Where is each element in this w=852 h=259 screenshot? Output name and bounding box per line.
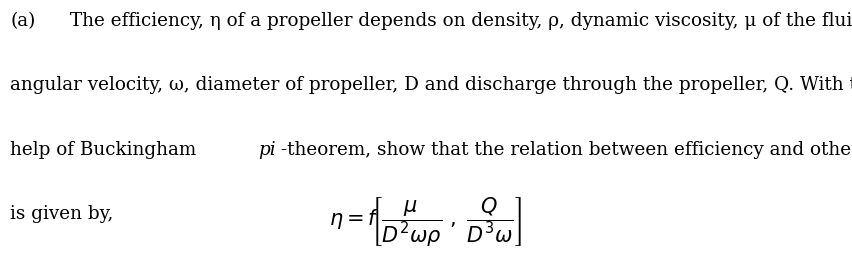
Text: is given by,: is given by,	[10, 205, 113, 222]
Text: angular velocity, ω, diameter of propeller, D and discharge through the propelle: angular velocity, ω, diameter of propell…	[10, 76, 852, 94]
Text: pi: pi	[258, 141, 276, 159]
Text: -theorem, show that the relation between efficiency and other variables: -theorem, show that the relation between…	[281, 141, 852, 159]
Text: $\eta = f\!\left[\dfrac{\mu}{D^2\omega\rho}\ ,\ \dfrac{Q}{D^3\omega}\right]$: $\eta = f\!\left[\dfrac{\mu}{D^2\omega\r…	[330, 196, 522, 249]
Text: help of Buckingham: help of Buckingham	[10, 141, 202, 159]
Text: The efficiency, η of a propeller depends on density, ρ, dynamic viscosity, μ of : The efficiency, η of a propeller depends…	[70, 12, 852, 30]
Text: (a): (a)	[10, 12, 36, 30]
